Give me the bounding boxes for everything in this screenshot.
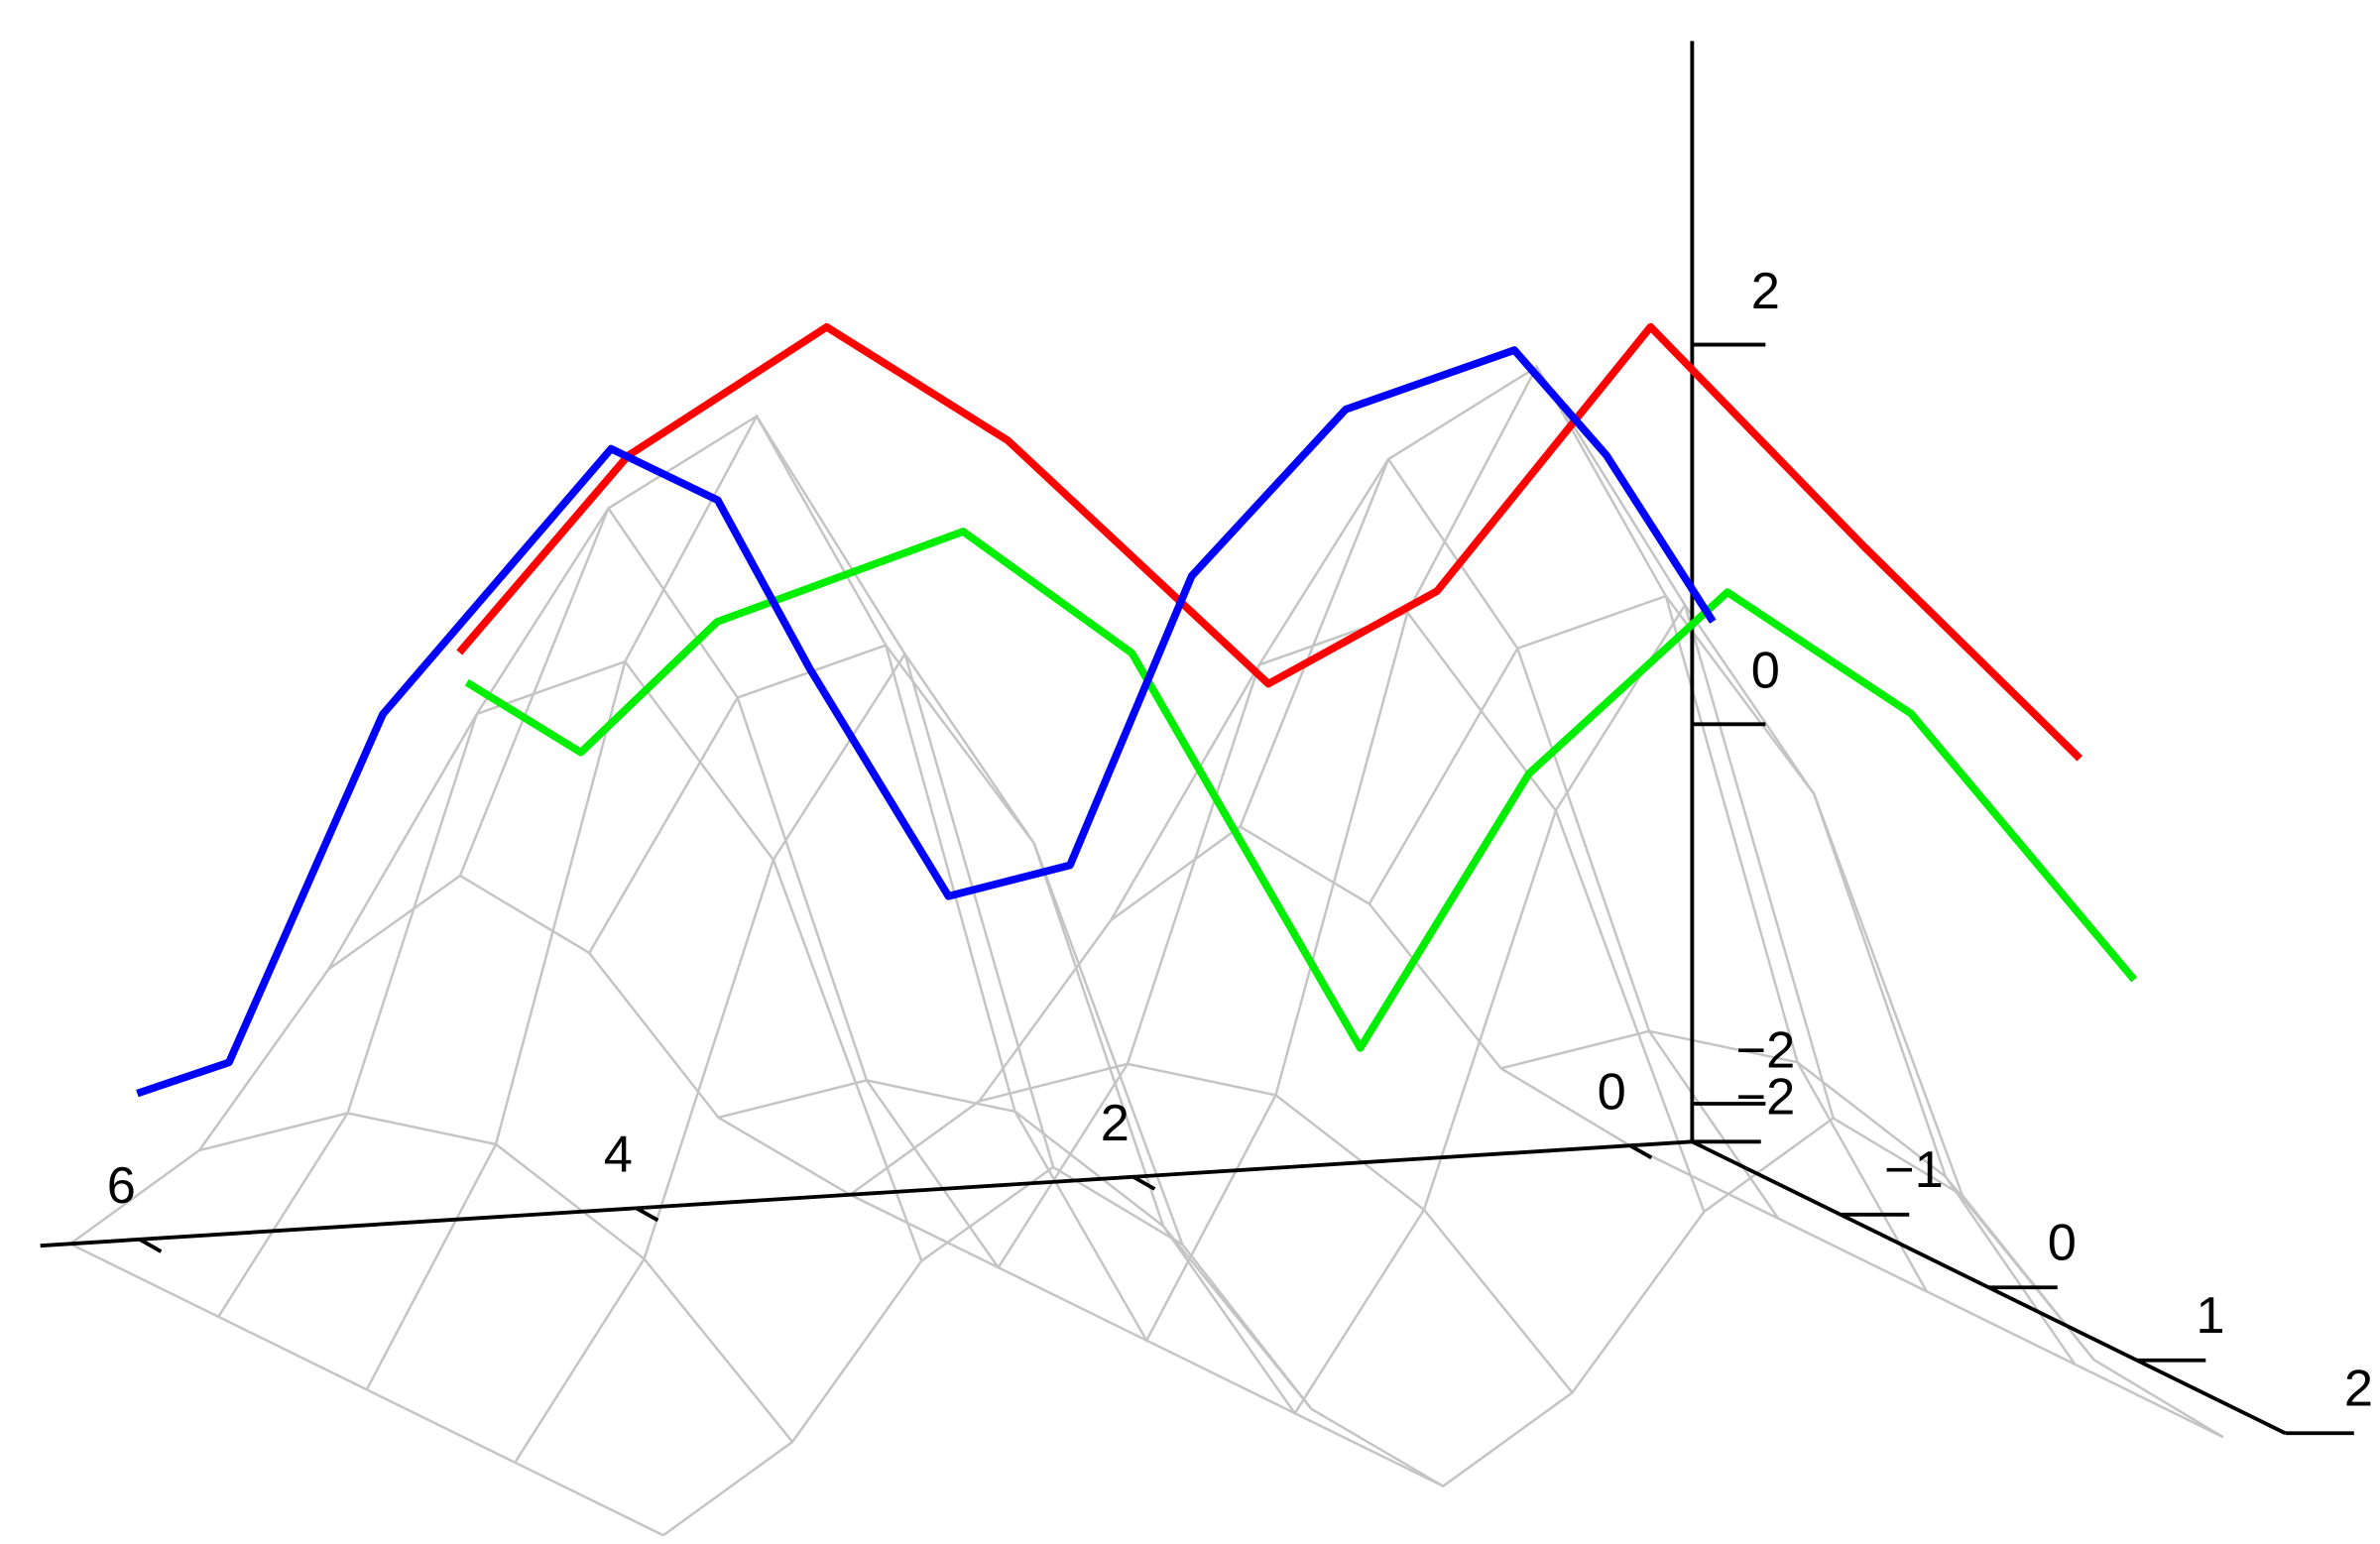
surface-mesh-line [718, 1079, 1313, 1410]
surface-mesh-line [849, 1193, 1444, 1487]
curve [456, 322, 2082, 762]
surface-mesh-line [979, 1062, 1574, 1394]
x-tick-label: 6 [107, 1157, 136, 1215]
surface-mesh-line [69, 1243, 664, 1537]
x-tick [138, 1238, 163, 1253]
surface-mesh-line [1500, 1029, 2095, 1362]
z-tick-label: 2 [1751, 263, 1780, 320]
surface-mesh-line [1110, 611, 1706, 1213]
surface-mesh-line [458, 414, 1055, 1168]
surface-mesh-line [588, 644, 1184, 1246]
x-tick-label: 0 [1598, 1064, 1626, 1122]
x-tick [1628, 1143, 1653, 1160]
surface-mesh-line [198, 1112, 794, 1443]
y-tick-label: 0 [2048, 1215, 2077, 1272]
y-tick-label: −2 [1735, 1069, 1795, 1127]
x-tick [635, 1206, 659, 1223]
surface-mesh-line [1239, 365, 1835, 1119]
y-tick-label: −1 [1884, 1141, 1944, 1199]
x-tick [1131, 1175, 1156, 1191]
surface-mesh-line [1629, 1144, 2224, 1439]
x-tick-label: 2 [1101, 1095, 1130, 1152]
surface-mesh-line [327, 659, 923, 1261]
x-axis [40, 1139, 1693, 1248]
x-tick-label: 4 [604, 1127, 633, 1184]
curve [464, 528, 2138, 1052]
curve [136, 346, 1717, 1098]
y-tick-label: 1 [2196, 1287, 2224, 1345]
y-tick-label: 2 [2344, 1361, 2373, 1418]
surface-mesh-line [1368, 594, 1964, 1196]
z-tick-label: 0 [1751, 643, 1780, 700]
z-tick-label: −2 [1735, 1021, 1795, 1079]
